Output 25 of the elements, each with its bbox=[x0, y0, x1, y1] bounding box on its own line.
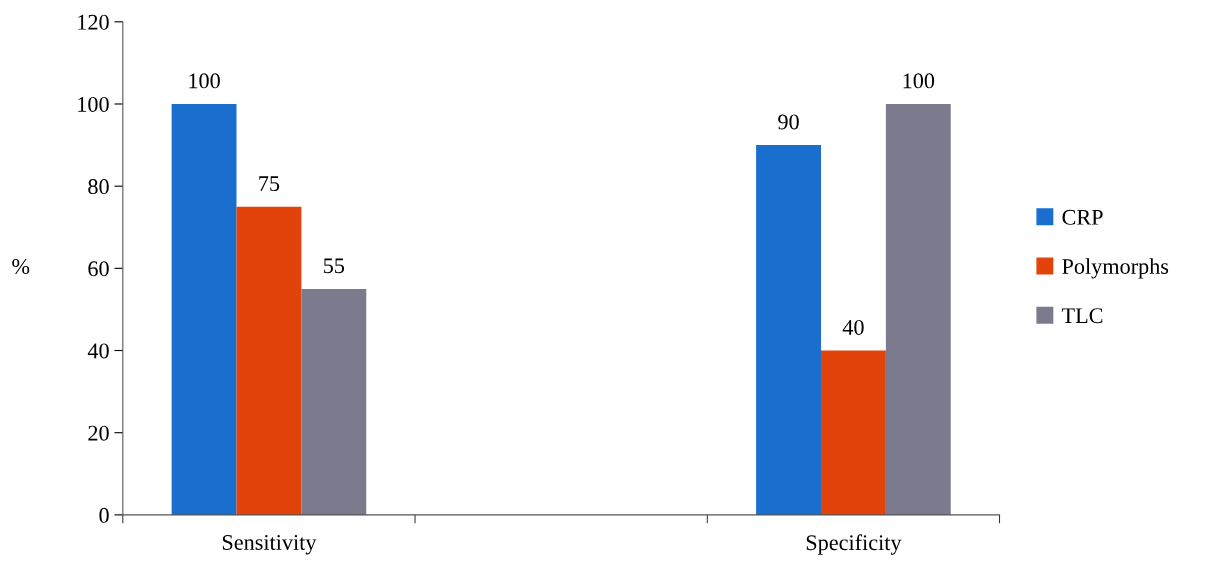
data-label: 55 bbox=[324, 258, 345, 274]
bar bbox=[171, 103, 237, 515]
bar bbox=[301, 288, 367, 515]
y-axis-title: % bbox=[12, 258, 30, 274]
y-tick-label: 80 bbox=[88, 179, 109, 195]
data-label: 100 bbox=[189, 73, 220, 89]
data-label: 90 bbox=[778, 114, 799, 130]
y-tick-label: 20 bbox=[88, 425, 109, 441]
legend-label: CRP bbox=[1062, 209, 1103, 225]
legend-label: TLC bbox=[1061, 308, 1103, 324]
x-tick-label: Sensitivity bbox=[222, 534, 317, 555]
legend-label: Polymorphs bbox=[1062, 258, 1169, 279]
y-tick-label: 0 bbox=[99, 507, 109, 523]
bar bbox=[820, 350, 886, 515]
data-label: 75 bbox=[259, 176, 280, 192]
x-tick-label: Specificity bbox=[806, 534, 902, 555]
y-tick-label: 100 bbox=[78, 96, 109, 112]
y-tick-label: 60 bbox=[88, 261, 109, 277]
bar bbox=[236, 206, 302, 515]
data-label: 100 bbox=[903, 73, 935, 89]
bar bbox=[756, 145, 821, 515]
bar bbox=[885, 103, 951, 515]
data-label: 40 bbox=[842, 319, 864, 335]
y-tick-label: 120 bbox=[78, 14, 109, 30]
y-tick-label: 40 bbox=[87, 343, 109, 359]
